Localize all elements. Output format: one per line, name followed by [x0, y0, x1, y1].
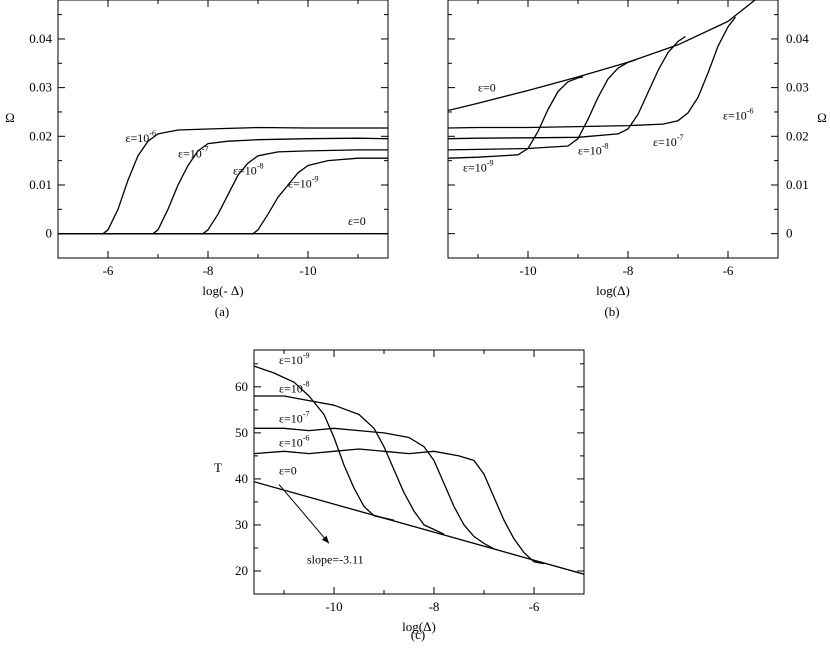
- series-label: ε=10-8: [233, 161, 263, 177]
- y-tick-label: 0.04: [786, 31, 809, 46]
- series-line: [448, 35, 686, 140]
- series-line: [448, 16, 737, 129]
- series-line: [58, 149, 388, 235]
- series-label: ε=10-6: [126, 129, 156, 145]
- y-tick-label: 0.03: [786, 80, 809, 95]
- plot-frame: [57, 0, 389, 259]
- series-line: [254, 448, 545, 565]
- plot-frame: [447, 0, 779, 259]
- series-line: [254, 395, 445, 535]
- y-tick-label: 60: [235, 379, 248, 394]
- y-tick-label: 50: [235, 425, 248, 440]
- y-tick-label: 40: [235, 471, 248, 486]
- y-tick-label: 0.01: [786, 177, 809, 192]
- x-tick-label: -6: [103, 263, 114, 278]
- y-tick-label: 20: [235, 563, 248, 578]
- y-tick-label: 0: [46, 226, 53, 241]
- series-label: ε=10-9: [288, 174, 318, 190]
- series-line: [58, 137, 388, 235]
- series-line: [58, 157, 388, 235]
- x-tick-label: -8: [623, 263, 634, 278]
- y-axis-label: Ω: [5, 110, 15, 125]
- series-label: ε=0: [478, 81, 496, 95]
- x-axis-label: log(Δ): [402, 619, 436, 634]
- x-tick-label: -8: [203, 263, 214, 278]
- series-label: ε=10-7: [279, 410, 309, 426]
- panel-label: (b): [604, 304, 619, 319]
- series-line: [254, 427, 495, 550]
- chart-panel-a: -6 -8 -10 0 0.01 0.02 0.03 0.04 log(- Δ) Ω (a) ε=10…: [5, 0, 389, 319]
- y-tick-label: 0.03: [29, 80, 52, 95]
- x-tick-label: -10: [299, 263, 316, 278]
- x-tick-label: -6: [529, 599, 540, 614]
- y-axis-label: Ω: [817, 110, 827, 125]
- y-tick-label: 30: [235, 517, 248, 532]
- x-tick-label: -10: [325, 599, 342, 614]
- y-tick-label: 0.02: [786, 128, 809, 143]
- series-label: ε=10-8: [578, 141, 608, 157]
- series-line: [448, 76, 584, 159]
- chart-panel-c: -10 -8 -6 20 30 40 50 60 log(Δ) T (c) ε=0 ε=10-6 ε=10…: [214, 349, 585, 642]
- series-line: [448, 59, 636, 151]
- series-label: ε=0: [279, 463, 297, 477]
- y-axis-label: T: [214, 460, 222, 475]
- arrow-head: [321, 535, 329, 544]
- y-tick-label: 0.02: [29, 128, 52, 143]
- x-tick-label: -6: [723, 263, 734, 278]
- series-label: ε=10-9: [463, 158, 493, 174]
- series-label: ε=10-6: [723, 106, 753, 122]
- series-line: [254, 365, 395, 521]
- series-label: ε=10-6: [279, 434, 309, 450]
- series-line: [58, 126, 388, 235]
- series-line: [448, 0, 757, 112]
- y-tick-label: 0: [786, 226, 793, 241]
- series-label: ε=0: [348, 214, 366, 228]
- panel-label: (a): [215, 304, 229, 319]
- chart-panel-b: -10 -8 -6 0 0.01 0.02 0.03 0.04 log(Δ) Ω (b) ε=0 ε=1…: [447, 0, 827, 319]
- plot-frame: [253, 349, 585, 595]
- x-axis-label: log(- Δ): [202, 283, 243, 298]
- panel-label: (c): [411, 627, 425, 642]
- x-tick-label: -8: [429, 599, 440, 614]
- series-line: [254, 481, 584, 575]
- x-axis-label: log(Δ): [596, 283, 630, 298]
- series-label: ε=10-7: [178, 145, 208, 161]
- series-label: ε=10-7: [653, 133, 683, 149]
- annotation-arrow: [278, 484, 330, 544]
- y-tick-label: 0.01: [29, 177, 52, 192]
- x-tick-label: -10: [519, 263, 536, 278]
- y-tick-label: 0.04: [29, 31, 52, 46]
- series-label: ε=10-9: [279, 351, 309, 367]
- slope-annotation: slope=-3.11: [307, 552, 364, 566]
